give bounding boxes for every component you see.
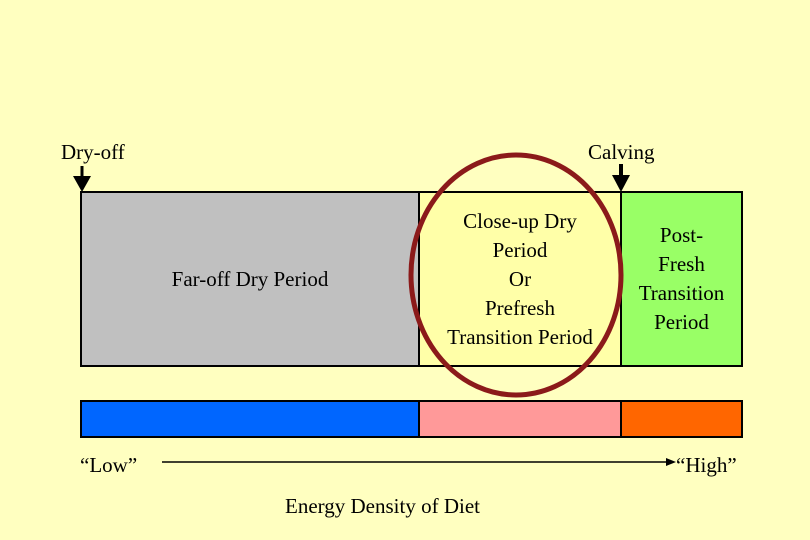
post-fresh-energy-bar (620, 400, 743, 438)
close-up-line: Prefresh (485, 295, 555, 320)
post-fresh-line: Post- (659, 223, 704, 247)
close-up-line: Or (508, 266, 532, 291)
post-fresh-line: Period (654, 310, 709, 334)
calving-label: Calving (588, 140, 655, 164)
post-fresh-line: Transition (638, 281, 725, 305)
scale-arrow (162, 458, 676, 466)
close-up-line: Transition Period (447, 324, 593, 349)
post-fresh-transition-period-text: Post- Fresh Transition Period (639, 221, 725, 337)
post-fresh-transition-period-box: Post- Fresh Transition Period (620, 191, 743, 367)
far-off-dry-period-label: Far-off Dry Period (171, 266, 329, 291)
far-off-dry-period-box: Far-off Dry Period (80, 191, 420, 367)
close-up-dry-period-box: Close-up Dry Period Or Prefresh Transiti… (418, 191, 622, 367)
energy-density-caption: Energy Density of Diet (285, 494, 480, 518)
high-label: “High” (676, 453, 737, 477)
close-up-line: Close-up Dry (463, 208, 577, 233)
calving-arrow (612, 164, 630, 192)
highlight-ellipse (408, 152, 624, 398)
dry-off-label: Dry-off (61, 140, 125, 164)
close-up-dry-period-text: Close-up Dry Period Or Prefresh Transiti… (447, 207, 593, 352)
post-fresh-line: Fresh (658, 252, 705, 276)
close-up-energy-bar (418, 400, 622, 438)
dry-off-arrow (73, 166, 91, 192)
close-up-line: Period (492, 237, 548, 262)
far-off-energy-bar (80, 400, 420, 438)
low-label: “Low” (80, 453, 138, 477)
